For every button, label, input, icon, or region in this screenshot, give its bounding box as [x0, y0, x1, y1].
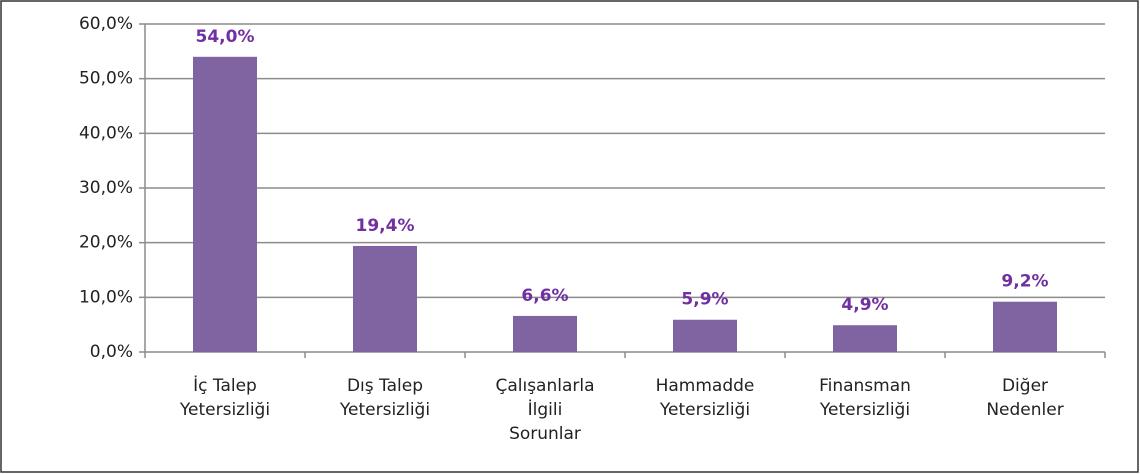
value-label: 54,0%	[196, 27, 255, 47]
bar	[673, 319, 737, 352]
y-tick-label: 10,0%	[79, 287, 133, 307]
y-tick-label: 20,0%	[79, 233, 133, 253]
x-tick-label: Yetersizliği	[179, 400, 270, 420]
bar	[193, 56, 257, 353]
bar	[513, 315, 577, 352]
x-tick-label: Hammadde	[656, 376, 755, 396]
x-tick-label: Çalışanlarla	[495, 376, 594, 396]
x-tick-label: Diğer	[1002, 376, 1048, 396]
value-label: 9,2%	[1001, 272, 1048, 292]
x-tick-label: Yetersizliği	[339, 400, 430, 420]
bar	[993, 301, 1057, 352]
value-label: 19,4%	[356, 216, 415, 236]
x-tick-label: İç Talep	[193, 375, 257, 396]
y-tick-label: 40,0%	[79, 123, 133, 143]
y-tick-label: 50,0%	[79, 69, 133, 89]
bar	[833, 325, 897, 352]
x-tick-label: Dış Talep	[347, 376, 423, 396]
value-label: 4,9%	[841, 295, 888, 315]
value-label: 6,6%	[521, 286, 568, 306]
y-tick-label: 60,0%	[79, 14, 133, 34]
value-label: 5,9%	[681, 290, 728, 310]
x-tick-label: Nedenler	[986, 400, 1063, 420]
y-tick-label: 0,0%	[90, 342, 133, 362]
y-tick-label: 30,0%	[79, 178, 133, 198]
x-tick-label: Yetersizliği	[659, 400, 750, 420]
bar	[353, 245, 417, 352]
x-tick-label: Yetersizliği	[819, 400, 910, 420]
x-tick-label: Finansman	[819, 376, 911, 396]
x-tick-label: İlgili	[528, 399, 563, 420]
x-tick-label: Sorunlar	[509, 424, 581, 444]
